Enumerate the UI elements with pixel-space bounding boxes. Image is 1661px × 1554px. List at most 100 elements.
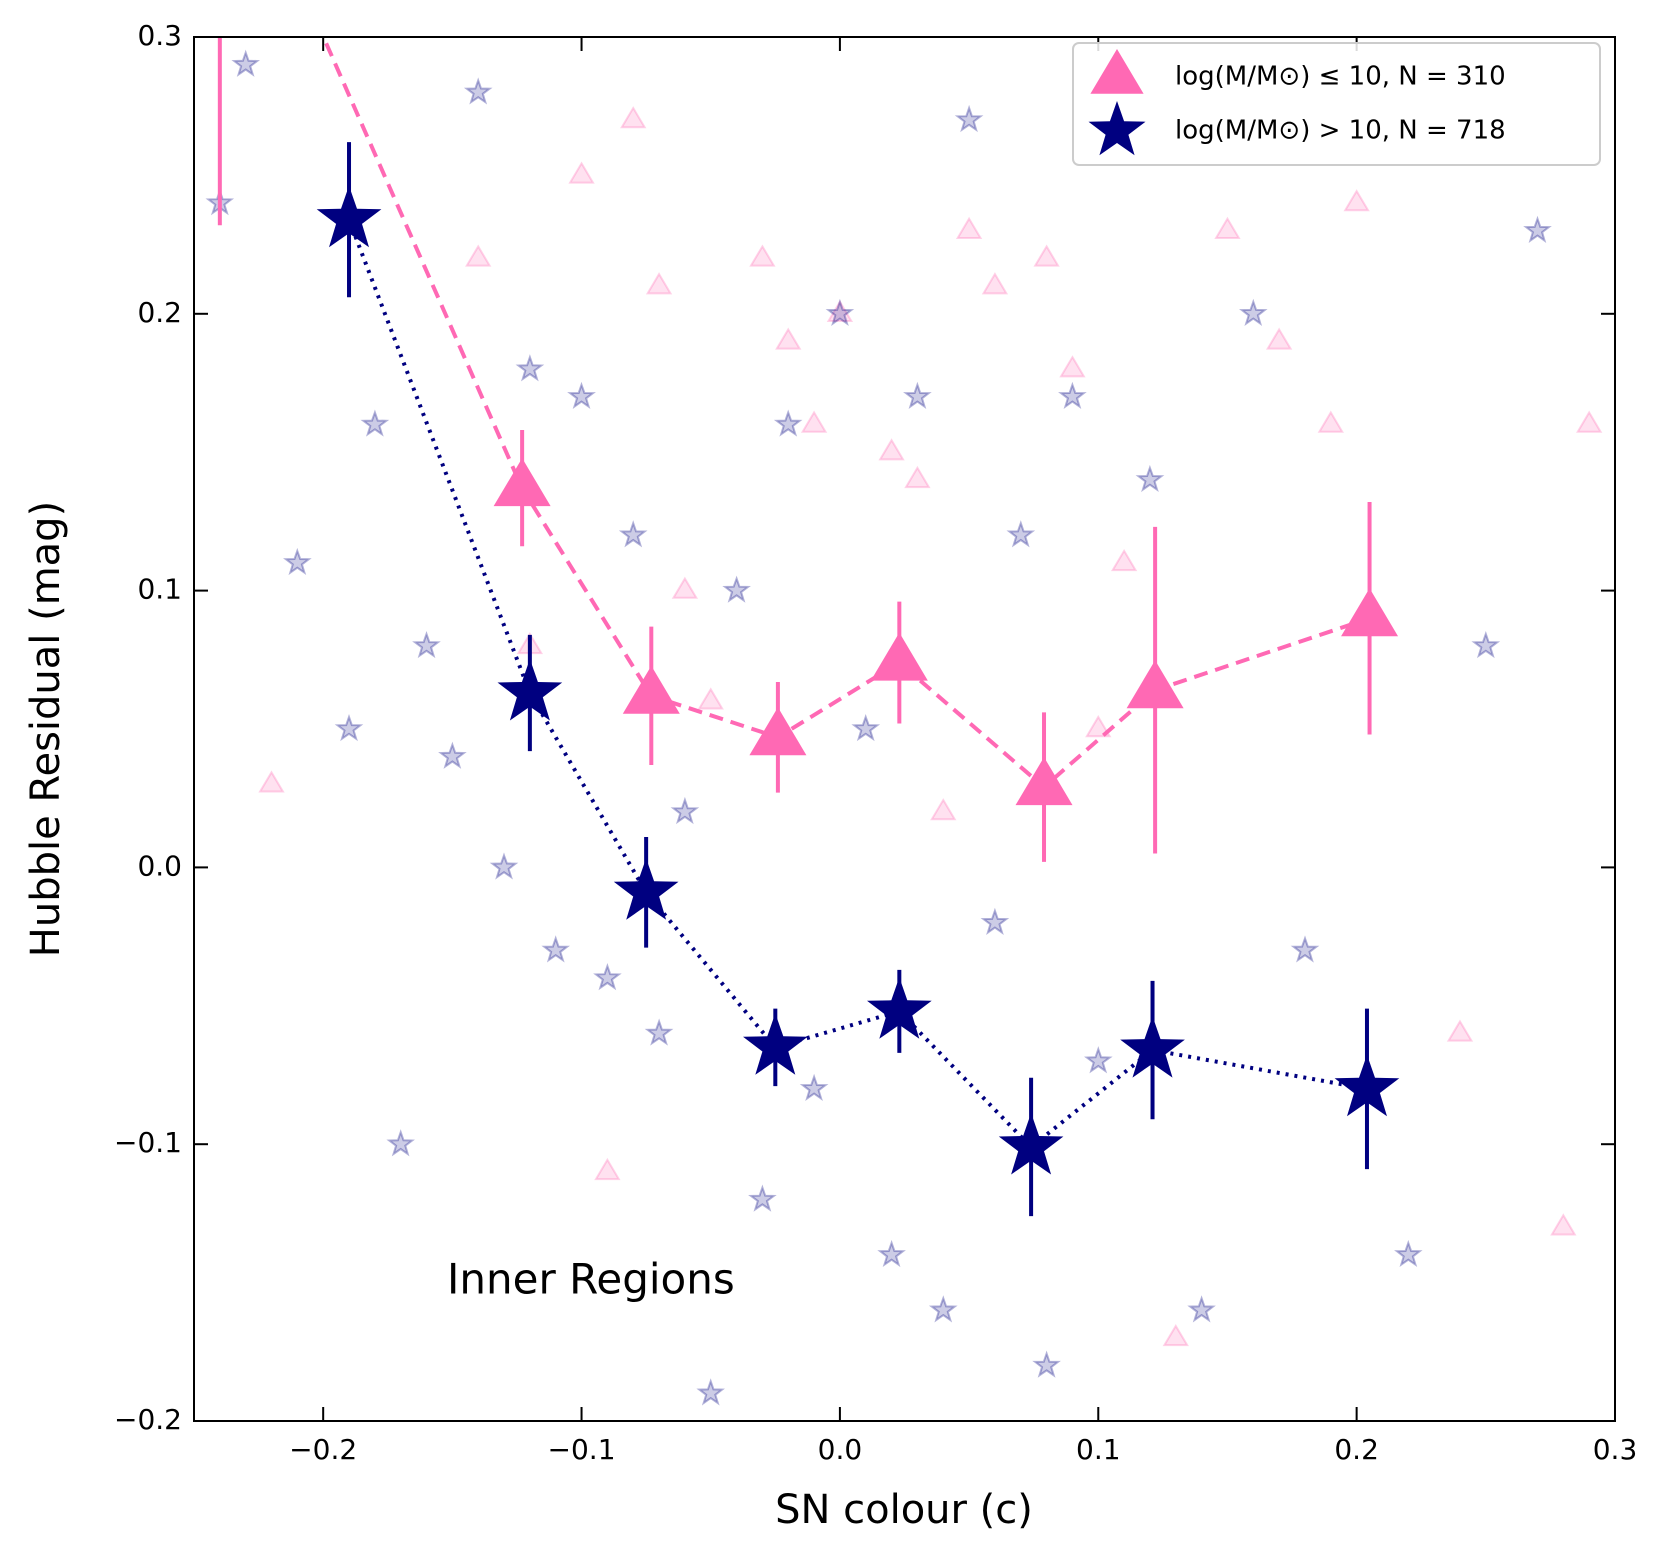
legend-marker [1090, 49, 1144, 94]
background-point [567, 381, 596, 409]
background-point [800, 410, 828, 433]
background-point [1032, 1350, 1061, 1378]
legend-label: log(M/M⊙) ≤ 10, N = 310 [1175, 62, 1506, 92]
background-point [465, 244, 492, 267]
background-point [928, 1295, 958, 1323]
plot-area [205, 37, 1603, 1406]
background-point [1135, 464, 1165, 493]
background-point [981, 272, 1009, 295]
background-point [618, 520, 648, 548]
x-tick-label: 0.2 [1334, 1433, 1379, 1466]
annotation: Inner Regions [447, 1255, 735, 1304]
x-tick-label: 0.0 [818, 1433, 863, 1466]
background-point [903, 381, 932, 409]
data-point [1126, 660, 1184, 709]
background-point [334, 713, 364, 742]
background-point [878, 438, 905, 461]
background-point [670, 796, 700, 825]
background-point [1343, 189, 1370, 212]
data-point [870, 632, 928, 681]
background-point [749, 244, 776, 267]
background-point [877, 1239, 906, 1268]
y-tick-label: −0.2 [114, 1403, 182, 1436]
background-point [438, 741, 467, 769]
background-point [696, 1378, 725, 1406]
data-point [749, 707, 807, 756]
y-tick-label: 0.0 [137, 849, 182, 882]
legend-marker [1088, 101, 1146, 156]
background-point [1239, 298, 1268, 326]
data-point [493, 458, 551, 507]
data-point [316, 185, 382, 248]
background-point [825, 298, 855, 326]
data-point [1341, 588, 1399, 637]
background-point [748, 1184, 777, 1212]
background-point [1394, 1239, 1423, 1268]
background-point [463, 77, 493, 105]
background-point [386, 1129, 415, 1157]
background-point [671, 576, 699, 599]
background-point [620, 106, 647, 129]
background-point [593, 963, 622, 991]
background-point [954, 104, 984, 133]
series-line [347, 218, 1368, 1150]
background-point [515, 354, 545, 382]
background-point [1446, 1019, 1474, 1042]
data-point [622, 665, 680, 714]
background-point [775, 327, 802, 350]
background-point [1085, 715, 1112, 738]
background-point [1290, 935, 1320, 963]
data-point [998, 1113, 1064, 1175]
background-point [1550, 1213, 1577, 1236]
background-point [1187, 1295, 1216, 1323]
background-point [1033, 244, 1060, 267]
axes-frame [193, 36, 1616, 1422]
background-point [1523, 215, 1552, 243]
background-point [851, 713, 881, 742]
background-point [1083, 1046, 1113, 1074]
y-axis-label: Hubble Residual (mag) [23, 501, 69, 957]
background-point [1265, 327, 1293, 350]
x-tick-label: 0.1 [1076, 1433, 1121, 1466]
data-point [1015, 757, 1073, 806]
legend-label: log(M/M⊙) > 10, N = 718 [1175, 116, 1506, 146]
data-point [1334, 1054, 1400, 1117]
legend-box [1072, 42, 1601, 166]
background-point [283, 547, 312, 576]
data-point [1120, 1016, 1185, 1078]
background-point [594, 1157, 621, 1181]
background-point [568, 161, 595, 184]
background-point [722, 575, 751, 603]
y-tick-label: −0.1 [114, 1126, 182, 1159]
data-point [613, 858, 679, 920]
background-point [904, 465, 931, 489]
x-axis-label: SN colour (c) [775, 1487, 1033, 1533]
background-point [930, 798, 957, 821]
background-point [1110, 548, 1138, 572]
background-point [541, 935, 571, 963]
background-point [360, 409, 390, 437]
x-tick-label: −0.2 [289, 1433, 357, 1466]
background-point [258, 770, 285, 793]
background-point [1059, 355, 1086, 378]
background-point [644, 1018, 674, 1046]
y-tick-label: 0.3 [137, 19, 182, 52]
background-point [1006, 520, 1036, 548]
x-tick-label: 0.3 [1593, 1433, 1638, 1466]
data-point [497, 659, 563, 721]
background-point [1214, 216, 1241, 239]
x-tick-label: −0.1 [548, 1433, 616, 1466]
background-point [489, 852, 519, 880]
background-point [1162, 1324, 1189, 1347]
background-point [412, 630, 441, 659]
background-point [231, 49, 260, 77]
background-point [645, 272, 673, 295]
background-point [955, 216, 983, 239]
background-point [799, 1073, 829, 1101]
background-point [826, 299, 854, 322]
background-point [1317, 410, 1344, 433]
background-point [980, 907, 1010, 935]
background-point [773, 409, 803, 437]
background-point [1471, 630, 1501, 659]
